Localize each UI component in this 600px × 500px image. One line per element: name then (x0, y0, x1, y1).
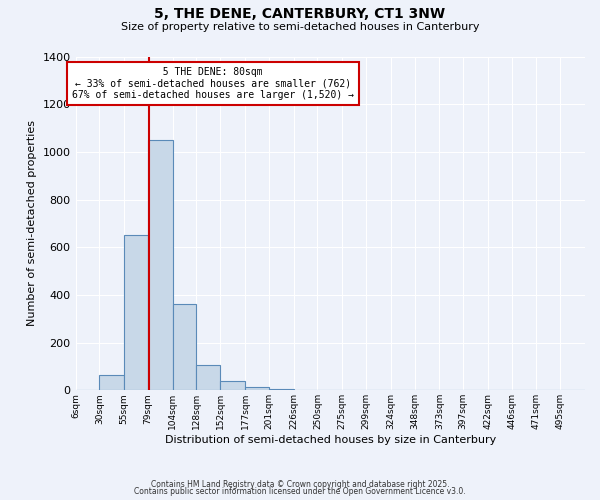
Text: Contains public sector information licensed under the Open Government Licence v3: Contains public sector information licen… (134, 488, 466, 496)
X-axis label: Distribution of semi-detached houses by size in Canterbury: Distribution of semi-detached houses by … (164, 435, 496, 445)
Text: 5 THE DENE: 80sqm  
← 33% of semi-detached houses are smaller (762)
67% of semi-: 5 THE DENE: 80sqm ← 33% of semi-detached… (72, 66, 354, 100)
Bar (245, 386, 269, 390)
Bar (196, 366, 220, 390)
Bar (269, 389, 293, 390)
Text: Contains HM Land Registry data © Crown copyright and database right 2025.: Contains HM Land Registry data © Crown c… (151, 480, 449, 489)
Y-axis label: Number of semi-detached properties: Number of semi-detached properties (27, 120, 37, 326)
Bar (173, 304, 196, 390)
Bar (148, 140, 173, 390)
Bar (100, 375, 124, 390)
Bar (220, 381, 245, 390)
Text: 5, THE DENE, CANTERBURY, CT1 3NW: 5, THE DENE, CANTERBURY, CT1 3NW (154, 8, 446, 22)
Bar (124, 236, 148, 390)
Text: Size of property relative to semi-detached houses in Canterbury: Size of property relative to semi-detach… (121, 22, 479, 32)
